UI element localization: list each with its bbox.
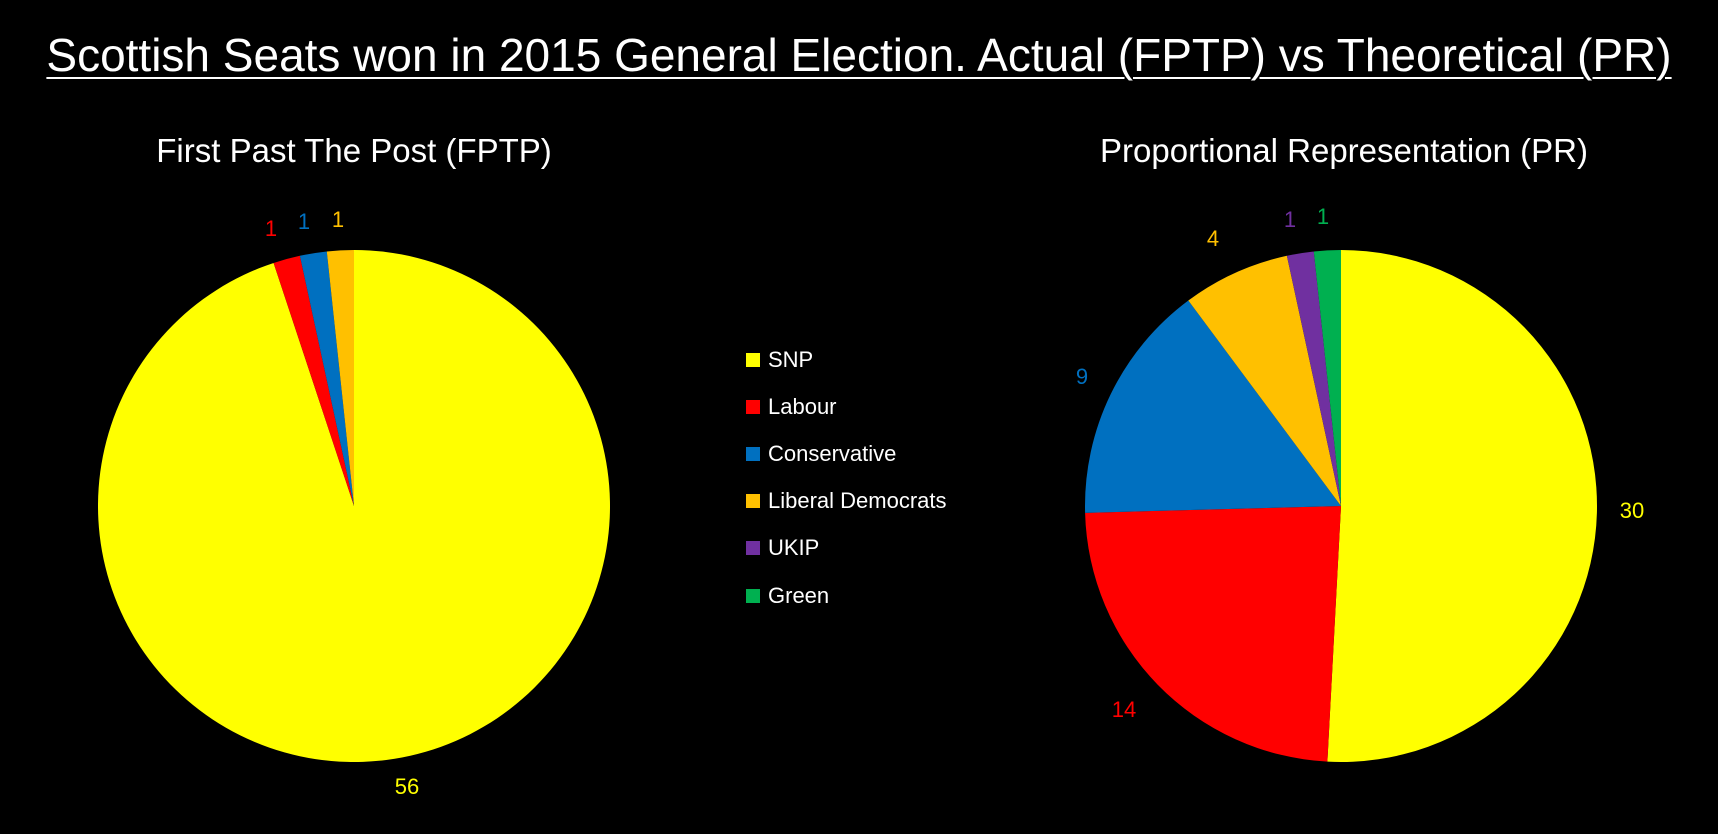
fptp-pie-slice-labour [273, 255, 354, 506]
legend-item-snp: SNP [746, 336, 947, 383]
fptp-pie-label-liberal-democrats: 1 [332, 207, 344, 232]
legend-item-ukip: UKIP [746, 525, 947, 572]
legend-label-green: Green [768, 582, 830, 608]
legend-item-green: Green [746, 572, 947, 619]
legend-item-liberal-democrats: Liberal Democrats [746, 478, 947, 525]
legend: SNP Labour Conservative Liberal Democrat… [746, 336, 947, 619]
legend-swatch-green [746, 588, 760, 603]
pr-pie-label-ukip: 1 [1284, 207, 1296, 232]
pr-pie-slice-liberal-democrats [1188, 255, 1341, 506]
fptp-chart-title: First Past The Post (FPTP) [156, 132, 552, 169]
fptp-pie-label-conservative: 1 [298, 209, 310, 234]
pr-pie-slice-green [1313, 250, 1341, 506]
fptp-pie-slice-snp [98, 250, 611, 763]
legend-swatch-liberal-democrats [746, 494, 760, 509]
fptp-pie-label-snp: 56 [395, 774, 419, 799]
legend-label-snp: SNP [768, 346, 814, 372]
pr-pie-label-labour: 14 [1112, 697, 1136, 722]
legend-label-conservative: Conservative [768, 440, 897, 466]
pr-chart-title: Proportional Representation (PR) [1100, 132, 1588, 169]
legend-swatch-ukip [746, 541, 760, 556]
page-title: Scottish Seats won in 2015 General Elect… [46, 29, 1672, 81]
legend-label-ukip: UKIP [768, 535, 820, 561]
legend-item-labour: Labour [746, 383, 947, 430]
pr-pie-slice-ukip [1286, 251, 1341, 506]
fptp-pie-chart: 561 1 1 [98, 207, 611, 799]
legend-swatch-labour [746, 399, 760, 414]
pr-pie-slice-conservative [1085, 300, 1341, 513]
pr-pie-slice-labour [1085, 506, 1341, 762]
legend-swatch-snp [746, 352, 760, 367]
pr-pie-label-green: 1 [1317, 204, 1329, 229]
pr-pie-label-conservative: 9 [1076, 364, 1088, 389]
fptp-pie-slice-liberal-democrats [326, 250, 354, 506]
legend-label-labour: Labour [768, 393, 837, 419]
legend-swatch-conservative [746, 446, 760, 461]
fptp-pie-label-labour: 1 [265, 216, 277, 241]
pr-pie-slice-snp [1327, 250, 1598, 762]
legend-label-liberal-democrats: Liberal Democrats [768, 488, 947, 514]
pr-pie-label-liberal-democrats: 4 [1207, 226, 1219, 251]
pr-pie-label-snp: 30 [1620, 498, 1644, 523]
fptp-pie-slice-conservative [299, 251, 354, 506]
pr-pie-chart: 30 14 9 4 1 1 [1076, 204, 1644, 762]
legend-item-conservative: Conservative [746, 430, 947, 477]
